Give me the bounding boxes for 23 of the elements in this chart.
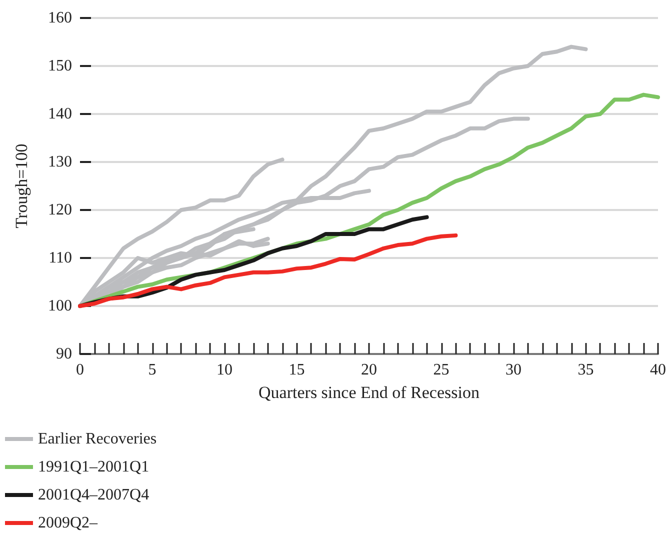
y-tick-label: 140 [48, 106, 72, 122]
x-tick-label: 5 [148, 362, 156, 378]
legend-label: 2001Q4–2007Q4 [38, 486, 150, 504]
x-tick-label: 15 [288, 362, 305, 378]
y-tick-label: 160 [48, 10, 72, 26]
y-tick-label: 110 [48, 250, 72, 266]
x-tick-label: 35 [578, 362, 594, 378]
x-tick-label: 25 [433, 362, 450, 378]
x-tick-label: 40 [650, 362, 666, 378]
legend-label: Earlier Recoveries [38, 430, 157, 448]
x-tick-label: 10 [216, 362, 232, 378]
y-tick-label: 150 [48, 58, 72, 74]
y-tick-label: 100 [48, 298, 72, 314]
legend-label: 1991Q1–2001Q1 [38, 458, 150, 476]
y-tick-label: 120 [48, 202, 72, 218]
y-tick-label: 90 [56, 346, 72, 362]
legend-label: 2009Q2– [38, 514, 99, 532]
x-tick-label: 0 [76, 362, 84, 378]
x-axis-title: Quarters since End of Recession [258, 383, 480, 402]
x-tick-label: 20 [361, 362, 377, 378]
x-tick-label: 30 [506, 362, 522, 378]
y-axis-title: Trough=100 [12, 144, 31, 228]
y-tick-label: 130 [48, 154, 72, 170]
